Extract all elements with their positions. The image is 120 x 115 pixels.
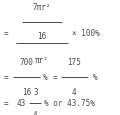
Text: %: % — [92, 73, 97, 82]
Text: =: = — [4, 98, 8, 107]
Text: 43: 43 — [17, 98, 26, 107]
Text: 700: 700 — [19, 58, 33, 67]
Text: 175: 175 — [67, 58, 81, 67]
Text: 4: 4 — [72, 87, 77, 96]
Text: % or 43.75%: % or 43.75% — [44, 98, 95, 107]
Text: 3: 3 — [33, 87, 38, 96]
Text: πr²: πr² — [35, 55, 49, 64]
Text: =: = — [4, 73, 8, 82]
Text: 4: 4 — [33, 110, 38, 115]
Text: 7πr²: 7πr² — [33, 3, 51, 12]
Text: 16: 16 — [22, 87, 31, 96]
Text: =: = — [53, 73, 57, 82]
Text: %: % — [43, 73, 48, 82]
Text: 16: 16 — [37, 32, 47, 41]
Text: × 100%: × 100% — [72, 29, 100, 38]
Text: =: = — [4, 29, 8, 38]
